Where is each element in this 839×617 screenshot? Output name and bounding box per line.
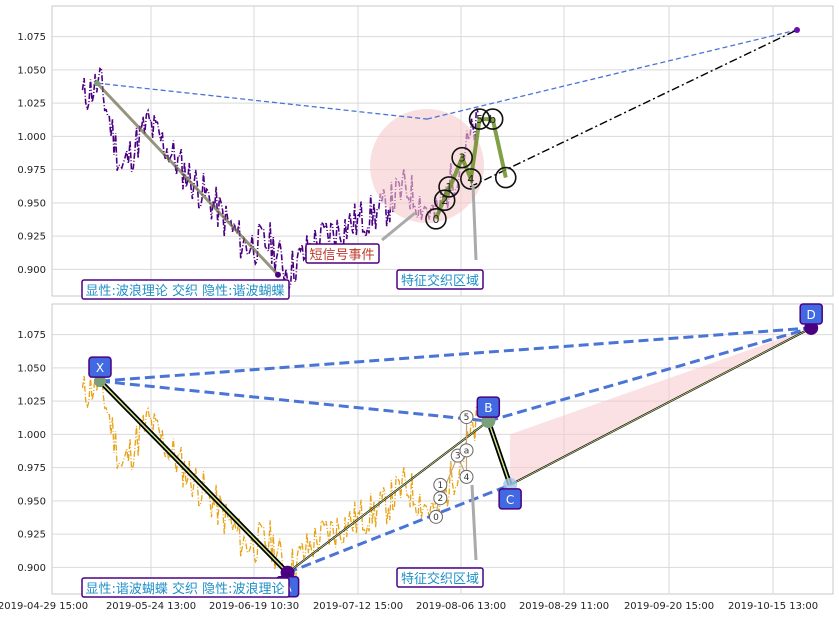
plot-frame xyxy=(51,303,834,595)
signal-label: 短信号事件 xyxy=(309,248,374,263)
y-tick-label: 1.025 xyxy=(17,99,46,110)
point-x-marker xyxy=(93,375,106,388)
point-x-marker xyxy=(94,80,100,87)
y-tick-label: 0.975 xyxy=(17,165,46,176)
y-tick-label: 0.975 xyxy=(17,463,46,474)
wave-point-marker xyxy=(438,176,460,198)
info-label: 显性:波浪理论 交织 隐性:谐波蝴蝶 xyxy=(85,283,284,299)
harmonic-leg-highlight xyxy=(287,420,489,574)
harmonic-xa-line xyxy=(95,82,280,276)
x-tick-label: 2019-08-29 11:00 xyxy=(519,601,609,612)
wave-point-marker xyxy=(459,410,474,425)
harmonic-label: D xyxy=(807,308,816,322)
wave-point-marker xyxy=(468,108,491,130)
wave-point-label: 1 xyxy=(446,181,453,194)
point-a-marker xyxy=(275,271,281,278)
x-tick-label: 2019-07-12 15:00 xyxy=(313,601,403,612)
wave-point-label: 3 xyxy=(455,452,461,462)
y-tick-label: 0.950 xyxy=(17,198,46,209)
wave-point-label: 2 xyxy=(437,494,443,504)
harmonic-leg-highlight xyxy=(509,327,812,486)
x-axis: 2019-04-29 15:00 2019-05-24 13:00 2019-06-… xyxy=(0,601,818,612)
wave-point-label: 5 xyxy=(476,113,483,126)
wave-point-label: b xyxy=(489,113,496,126)
y-tick-label: 1.000 xyxy=(17,430,46,441)
harmonic-dashed-line xyxy=(99,379,489,423)
wave-point-label: a xyxy=(464,446,470,456)
harmonic-label: B xyxy=(484,401,492,415)
y-tick-label: 1.050 xyxy=(17,65,46,76)
x-tick-label: 2019-09-20 15:00 xyxy=(624,601,714,612)
info-label: 显性:谐波蝴蝶 交织 隐性:波浪理论 xyxy=(85,581,284,597)
wave-point-marker xyxy=(433,189,456,212)
wave-point-label: 4 xyxy=(467,173,474,186)
wave-point-marker xyxy=(425,208,447,230)
zone-label: 特征交织区域 xyxy=(401,273,479,289)
signal-box xyxy=(305,243,380,264)
zone-box xyxy=(396,567,484,588)
y-tick-label: 1.075 xyxy=(17,32,46,43)
x-tick-label: 2019-10-15 13:00 xyxy=(728,601,818,612)
y-tick-label: 1.000 xyxy=(17,132,46,143)
y-tick-label: 0.900 xyxy=(17,563,46,574)
wave-path xyxy=(434,117,508,220)
harmonic-dashed-line xyxy=(487,326,812,423)
bottom-panel: 0.900 0.925 0.950 0.975 1.000 1.025 1.050 1.075… xyxy=(17,303,834,598)
x-tick-label: 2019-08-06 13:00 xyxy=(416,601,506,612)
wave-point-marker xyxy=(494,166,517,189)
wave-point-label: 0 xyxy=(433,513,439,523)
wave-point-marker xyxy=(459,443,474,458)
wave-point-label: 3 xyxy=(459,152,466,165)
harmonic-bd-dashed xyxy=(426,29,798,120)
y-tick-label: 1.075 xyxy=(17,330,46,341)
price-line xyxy=(81,66,479,291)
y-tick-label: 1.050 xyxy=(17,363,46,374)
x-tick-label: 2019-05-24 13:00 xyxy=(106,601,196,612)
x-tick-label: 2019-04-29 15:00 xyxy=(0,601,88,612)
signal-arrow xyxy=(381,211,416,242)
top-panel: 0.900 0.925 0.950 0.975 1.000 1.025 1.050 1.075… xyxy=(17,5,834,300)
wave-point-marker xyxy=(428,509,443,524)
y-tick-label: 1.025 xyxy=(17,397,46,408)
price-line xyxy=(81,365,479,589)
wave-point-label: 5 xyxy=(464,413,470,423)
info-box xyxy=(81,577,290,598)
point-d-marker xyxy=(794,26,800,33)
x-tick-label: 2019-06-19 10:30 xyxy=(209,601,299,612)
harmonic-label: X xyxy=(96,361,104,375)
harmonic-label-box xyxy=(799,303,823,325)
wave-point-marker xyxy=(481,108,504,130)
zone-arrow xyxy=(471,184,478,261)
wave-point-label: 0 xyxy=(432,213,439,226)
y-tick-label: 0.925 xyxy=(17,232,46,243)
harmonic-xb-dashed xyxy=(96,82,428,120)
wave-point-marker xyxy=(459,469,474,484)
wave-point-label: 1 xyxy=(437,481,443,491)
y-tick-label: 0.900 xyxy=(17,265,46,276)
y-tick-label: 0.925 xyxy=(17,530,46,541)
zone-box xyxy=(396,269,484,290)
harmonic-label-box xyxy=(88,356,112,378)
harmonic-label: C xyxy=(506,493,514,507)
harmonic-dashed-line xyxy=(99,326,812,383)
wave-point-label: 2 xyxy=(441,194,448,207)
harmonic-label-box xyxy=(498,488,522,510)
info-box xyxy=(81,279,290,300)
wave-point-marker xyxy=(451,146,473,169)
wave-point-marker xyxy=(433,491,448,506)
projection-line xyxy=(469,29,798,188)
zone-label: 特征交织区域 xyxy=(401,571,479,587)
plot-frame xyxy=(51,5,834,297)
zone-arrow xyxy=(470,484,478,561)
y-tick-label: 0.950 xyxy=(17,496,46,507)
harmonic-leg-highlight xyxy=(487,420,511,486)
harmonic-leg-highlight xyxy=(99,380,289,574)
harmonic-label-box xyxy=(476,396,501,418)
wave-point-marker xyxy=(460,168,482,190)
wave-point-label: 4 xyxy=(464,473,470,483)
